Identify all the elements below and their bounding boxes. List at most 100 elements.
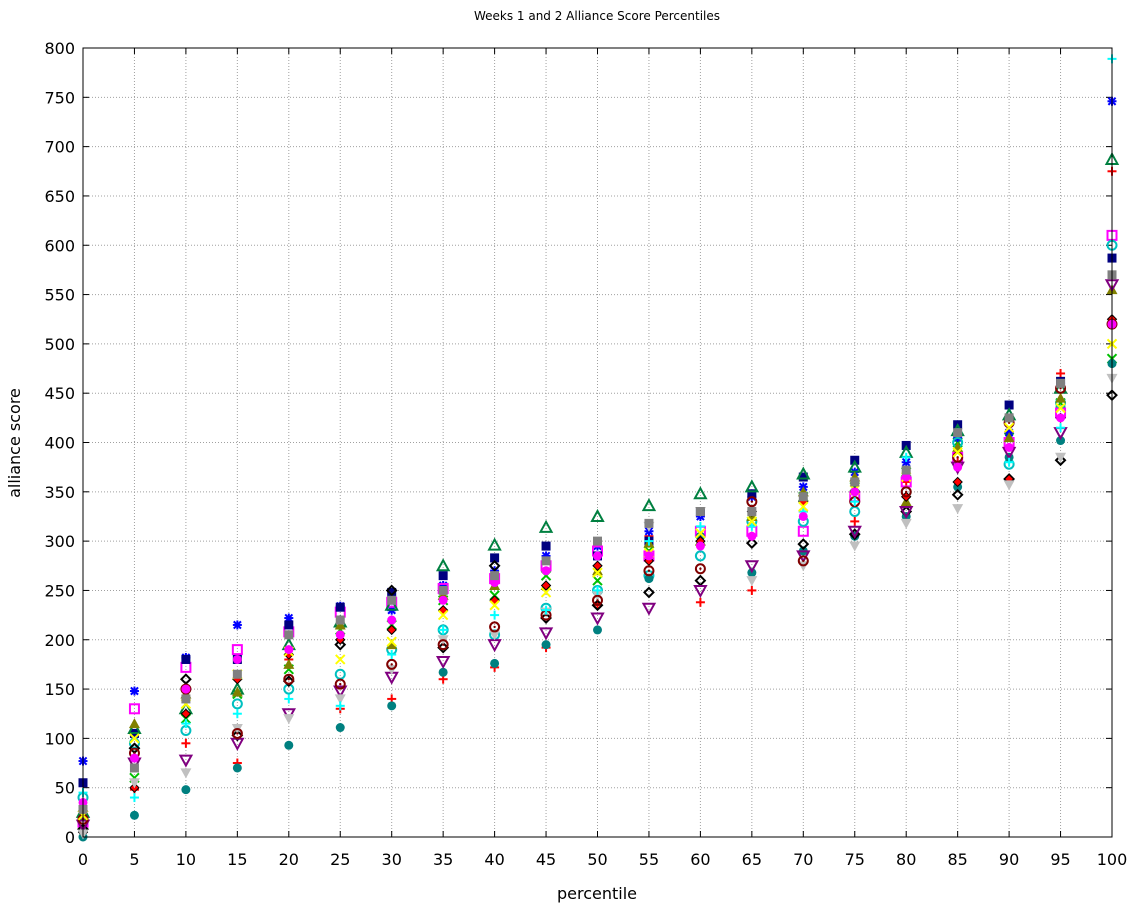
data-point <box>386 636 397 647</box>
data-point <box>695 597 705 607</box>
data-point <box>746 496 758 508</box>
data-point <box>644 536 654 546</box>
data-point <box>385 584 398 597</box>
data-point <box>540 587 552 598</box>
x-tick-label: 85 <box>947 850 967 869</box>
data-point <box>1055 452 1067 463</box>
data-point <box>334 678 346 690</box>
x-tick-label: 90 <box>999 850 1019 869</box>
data-point <box>643 565 655 577</box>
data-point <box>387 595 397 605</box>
x-tick-label: 40 <box>484 850 504 869</box>
data-point <box>438 625 448 635</box>
data-point <box>590 612 605 626</box>
data-point <box>747 585 757 595</box>
data-point <box>541 605 551 615</box>
data-point <box>644 574 654 584</box>
data-point <box>694 563 706 575</box>
data-point <box>490 610 500 620</box>
data-point <box>1003 432 1015 443</box>
data-point <box>232 620 242 630</box>
data-point <box>541 541 551 551</box>
data-point <box>435 558 451 572</box>
data-point <box>540 580 552 591</box>
y-tick-label: 650 <box>44 187 75 206</box>
data-point <box>129 793 139 803</box>
data-point <box>1004 442 1014 452</box>
data-point <box>180 768 192 779</box>
data-point <box>798 511 808 521</box>
data-point <box>592 575 603 586</box>
data-point <box>490 658 500 668</box>
data-point <box>335 701 345 711</box>
data-point <box>693 486 708 500</box>
y-tick-label: 450 <box>44 384 75 403</box>
data-point <box>334 694 346 705</box>
data-point <box>231 686 243 697</box>
data-point <box>438 585 448 595</box>
data-point <box>952 504 964 515</box>
x-tick-label: 45 <box>536 850 556 869</box>
data-point <box>179 673 192 686</box>
data-point <box>1055 392 1067 403</box>
data-point <box>747 507 757 517</box>
y-axis-label: alliance score <box>5 388 24 498</box>
data-point <box>538 519 554 533</box>
data-point <box>593 551 602 561</box>
data-point <box>1055 402 1066 414</box>
data-point <box>283 658 295 669</box>
y-tick-label: 0 <box>65 828 75 847</box>
x-tick-label: 10 <box>176 850 196 869</box>
data-point <box>435 655 451 670</box>
data-point <box>335 602 345 612</box>
data-point <box>1004 400 1014 410</box>
data-point <box>797 555 809 567</box>
data-point <box>386 658 398 670</box>
data-point <box>128 703 140 715</box>
y-tick-label: 700 <box>44 138 75 157</box>
data-point <box>489 621 501 633</box>
data-points <box>75 54 1120 842</box>
data-point <box>129 810 139 820</box>
y-tick-label: 50 <box>55 779 75 798</box>
data-point <box>128 778 140 789</box>
data-point <box>335 723 345 733</box>
data-point <box>438 595 448 605</box>
data-point <box>333 685 348 699</box>
data-point <box>284 645 294 655</box>
x-tick-label: 80 <box>896 850 916 869</box>
data-point <box>746 516 758 527</box>
data-point <box>386 639 398 650</box>
data-point <box>490 571 500 581</box>
data-point <box>900 518 912 529</box>
data-point <box>798 472 808 482</box>
y-tick-label: 550 <box>44 286 75 305</box>
data-point <box>901 452 911 462</box>
data-point <box>283 714 295 725</box>
data-point <box>850 516 860 526</box>
data-point <box>694 550 706 562</box>
data-point <box>1056 436 1066 446</box>
x-tick-label: 60 <box>690 850 710 869</box>
data-point <box>181 684 191 694</box>
data-point <box>695 507 705 517</box>
x-tick-label: 15 <box>227 850 247 869</box>
y-tick-label: 800 <box>44 39 75 58</box>
data-point <box>438 571 448 581</box>
data-point <box>1056 413 1066 423</box>
data-point <box>284 630 294 640</box>
data-point <box>644 551 654 561</box>
data-point <box>1056 378 1066 388</box>
data-point <box>641 498 657 512</box>
data-point <box>181 738 191 748</box>
data-point <box>953 462 963 472</box>
data-point <box>592 567 603 578</box>
y-tick-label: 750 <box>44 88 75 107</box>
data-point <box>1003 422 1015 433</box>
data-point <box>593 536 602 546</box>
data-point <box>231 644 243 656</box>
data-point <box>850 477 860 487</box>
x-tick-label: 50 <box>587 850 607 869</box>
data-point <box>592 560 603 571</box>
x-tick-label: 55 <box>639 850 659 869</box>
